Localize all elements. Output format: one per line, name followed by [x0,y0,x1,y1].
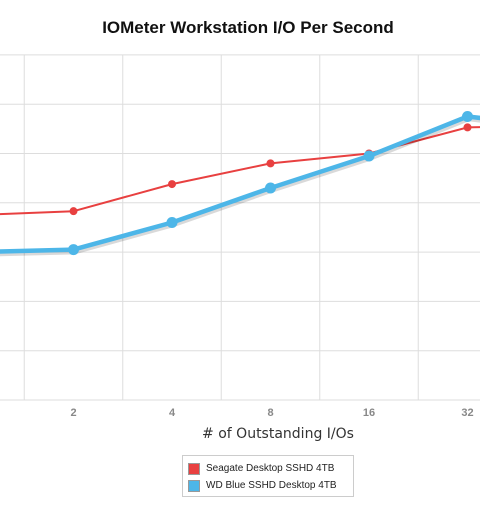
x-axis-label: # of Outstanding I/Os [202,426,354,442]
series-1-point-4[interactable] [166,217,178,229]
series-line-1 [0,114,480,254]
x-tick-label-16: 16 [363,407,375,419]
chart-title: IOMeter Workstation I/O Per Second [102,18,394,37]
series-1-point-16[interactable] [363,150,375,162]
series-1-point-2[interactable] [68,244,79,256]
legend-label-seagate: Seagate Desktop SSHD 4TB [206,463,335,474]
x-tick-label-4: 4 [169,407,176,419]
legend-item-wd[interactable]: WD Blue SSHD Desktop 4TB [188,477,353,494]
legend-swatch-wd [188,479,200,492]
x-tick-label-8: 8 [267,407,273,419]
series-0-point-32[interactable] [463,123,472,132]
x-tick-label-2: 2 [70,407,76,419]
grid [0,54,480,401]
series-1-point-8[interactable] [265,182,276,194]
x-tick-labels: 2 4 8 16 32 [70,407,473,419]
series-lines [0,111,480,257]
legend-swatch-seagate [188,462,200,475]
series-1-point-32[interactable] [462,111,473,123]
legend-label-wd: WD Blue SSHD Desktop 4TB [206,480,337,491]
x-tick-label-32: 32 [461,407,473,419]
series-0-point-2[interactable] [69,207,78,216]
legend-item-seagate[interactable]: Seagate Desktop SSHD 4TB [188,460,353,477]
series-0-point-4[interactable] [168,180,176,189]
legend: Seagate Desktop SSHD 4TB WD Blue SSHD De… [182,455,354,497]
series-0-point-8[interactable] [266,159,275,168]
